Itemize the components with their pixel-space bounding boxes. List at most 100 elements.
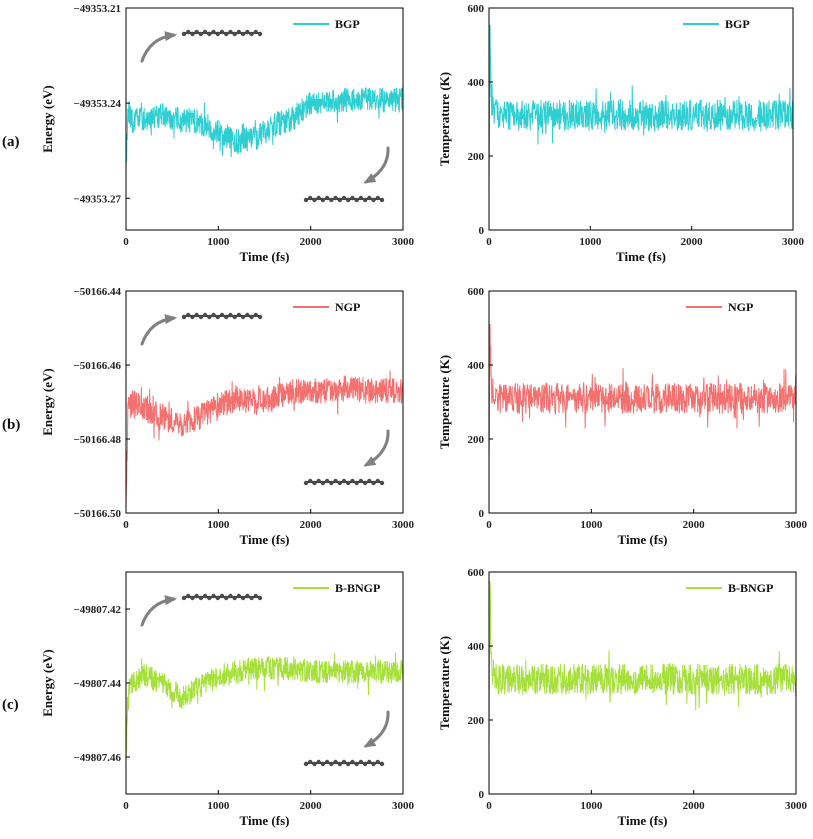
chart-1-plot-frame bbox=[488, 7, 794, 231]
chart-0-snapshot-bottom-atom bbox=[320, 197, 326, 203]
chart-0-snapshot-top-atom bbox=[219, 29, 225, 35]
chart-0-snapshot-top-atom bbox=[232, 31, 237, 37]
chart-4-snapshot-bottom bbox=[303, 759, 385, 767]
chart-0-snapshot-bottom-atom bbox=[341, 195, 347, 201]
chart-0-snapshot-top-atom bbox=[228, 29, 233, 35]
chart-1-ytick-label: 200 bbox=[468, 151, 485, 163]
chart-4-snapshot-bottom-atom bbox=[354, 761, 359, 767]
chart-0-snapshot-top-atom bbox=[190, 31, 195, 37]
chart-0-snapshot-bottom-atom bbox=[371, 197, 376, 203]
chart-5-ytick-label: 200 bbox=[468, 715, 485, 727]
chart-4-snapshot-bottom-atom bbox=[316, 759, 321, 765]
chart-0-series-0-line bbox=[126, 87, 403, 170]
chart-0-snapshot-bottom-atom bbox=[350, 195, 355, 201]
chart-0-snapshot-top-atom bbox=[245, 29, 250, 35]
chart-2-snapshot-top bbox=[181, 312, 263, 320]
chart-2-snapshot-top-atom bbox=[228, 312, 233, 318]
chart-5-ytick-label: 400 bbox=[468, 641, 485, 653]
chart-4-series-0-line bbox=[126, 652, 403, 763]
chart-1-xlabel: Time (fs) bbox=[616, 249, 666, 264]
chart-3-ytick-label: 200 bbox=[468, 434, 485, 446]
chart-3-xlabel: Time (fs) bbox=[618, 532, 668, 547]
chart-2-arrow-bottom-head bbox=[363, 456, 377, 467]
chart-3-ytick-label: 600 bbox=[468, 286, 485, 298]
chart-4-snapshot-top-atom bbox=[253, 593, 258, 599]
chart-0-snapshot-bottom-atom bbox=[367, 195, 372, 201]
chart-2-snapshot-bottom-atom bbox=[350, 478, 355, 484]
chart-2-snapshot-bottom-atom bbox=[333, 478, 338, 484]
chart-0-arrow-bottom-head bbox=[363, 173, 377, 184]
chart-2-plot-frame bbox=[125, 290, 404, 514]
chart-2-snapshot-top-atom bbox=[232, 314, 237, 320]
chart-2-snapshot-top-atom bbox=[249, 314, 254, 320]
chart-4-snapshot-bottom-atom bbox=[358, 759, 364, 765]
chart-4-snapshot-top-atom bbox=[190, 595, 195, 601]
chart-0-snapshot-top-atom bbox=[211, 29, 216, 35]
chart-3-series-0-line bbox=[489, 323, 796, 464]
chart-4-xtick-label: 0 bbox=[123, 800, 129, 812]
chart-5-xtick-label: 3000 bbox=[785, 800, 808, 812]
chart-0-snapshot-top-atom bbox=[202, 29, 208, 35]
chart-4-arrow-top-head bbox=[164, 595, 177, 606]
chart-4-snapshot-top-atom bbox=[215, 595, 220, 601]
chart-4-snapshot-top-atom bbox=[211, 593, 216, 599]
chart-0-snapshot-top-atom bbox=[240, 31, 246, 37]
chart-0-snapshot-bottom-atom bbox=[316, 195, 321, 201]
chart-4-xtick-label: 2000 bbox=[300, 800, 323, 812]
chart-4-snapshot-top-atom bbox=[181, 595, 187, 601]
chart-0-xtick-label: 2000 bbox=[300, 236, 323, 248]
chart-2-snapshot-top-atom bbox=[181, 314, 187, 320]
row-label-a: (a) bbox=[2, 134, 20, 150]
chart-0: BGP 0 1000 2000 3000 −49353.27 −49353.24 −49353… bbox=[40, 3, 415, 264]
chart-2-snapshot-bottom-atom bbox=[362, 480, 368, 486]
chart-3-legend-label: NGP bbox=[728, 300, 753, 314]
chart-3-plot-frame bbox=[488, 290, 797, 514]
chart-0-snapshot-bottom-atom bbox=[329, 197, 334, 203]
chart-4-snapshot-bottom-atom bbox=[308, 759, 313, 765]
chart-0-arrow-top-head bbox=[164, 31, 177, 42]
chart-2-snapshot-top-atom bbox=[257, 314, 263, 320]
chart-2-snapshot-bottom-atom bbox=[379, 480, 385, 486]
chart-0-ytick-label: −49353.27 bbox=[73, 193, 121, 205]
chart-2-xtick-label: 3000 bbox=[392, 519, 415, 531]
chart-5-ytick-label: 0 bbox=[479, 789, 485, 801]
chart-4-snapshot-bottom-atom bbox=[375, 759, 380, 765]
chart-2-snapshot-bottom-atom bbox=[312, 480, 317, 486]
chart-0-snapshot-top-atom bbox=[186, 29, 191, 35]
chart-2-snapshot-bottom-atom bbox=[367, 478, 372, 484]
chart-0-snapshot-bottom-atom bbox=[354, 197, 359, 203]
chart-2-ylabel: Energy (eV) bbox=[40, 368, 55, 436]
chart-4-snapshot-bottom-atom bbox=[367, 759, 372, 765]
chart-4-snapshot-bottom-atom bbox=[320, 761, 326, 767]
chart-4-snapshot-top-atom bbox=[219, 593, 225, 599]
chart-2-snapshot-bottom-atom bbox=[354, 480, 359, 486]
chart-2-snapshot-top-atom bbox=[245, 312, 250, 318]
chart-2-xtick-label: 2000 bbox=[300, 519, 323, 531]
chart-5: B-BNGP 0 1000 2000 3000 0 200 400 600 Time (fs) Te… bbox=[437, 567, 808, 828]
row-label-b: (b) bbox=[2, 417, 20, 433]
chart-0-snapshot-bottom-atom bbox=[375, 195, 380, 201]
chart-3-ylabel: Temperature (K) bbox=[437, 355, 452, 449]
chart-1-ytick-label: 400 bbox=[468, 77, 485, 89]
chart-4-snapshot-bottom-atom bbox=[329, 761, 334, 767]
chart-2-ytick-label: −50166.46 bbox=[73, 360, 121, 372]
chart-0-xtick-label: 3000 bbox=[392, 236, 415, 248]
chart-2-snapshot-bottom-atom bbox=[329, 480, 334, 486]
chart-5-plot-frame bbox=[488, 571, 797, 795]
chart-4-xlabel: Time (fs) bbox=[240, 813, 290, 828]
chart-2-snapshot-top-atom bbox=[219, 312, 225, 318]
chart-0-snapshot-top-atom bbox=[236, 29, 242, 35]
chart-3-xtick-label: 2000 bbox=[683, 519, 706, 531]
chart-5-legend-label: B-BNGP bbox=[728, 581, 773, 595]
chart-4: B-BNGP 0 1000 2000 3000 −49807.46 −49807.44 −49… bbox=[40, 571, 415, 828]
chart-2: NGP 0 1000 2000 3000 −50166.50 −50166.48 −50166… bbox=[40, 286, 415, 547]
chart-0-snapshot-top-atom bbox=[198, 31, 204, 37]
chart-0-snapshot-bottom-atom bbox=[379, 197, 385, 203]
chart-1-xtick-label: 1000 bbox=[579, 236, 602, 248]
chart-5-ylabel: Temperature (K) bbox=[437, 636, 452, 730]
chart-1-legend-label: BGP bbox=[725, 17, 750, 31]
chart-4-ytick-label: −49807.44 bbox=[73, 678, 121, 690]
chart-2-snapshot-top-atom bbox=[253, 312, 258, 318]
chart-2-snapshot-top-atom bbox=[215, 314, 220, 320]
chart-0-snapshot-top-atom bbox=[253, 29, 258, 35]
